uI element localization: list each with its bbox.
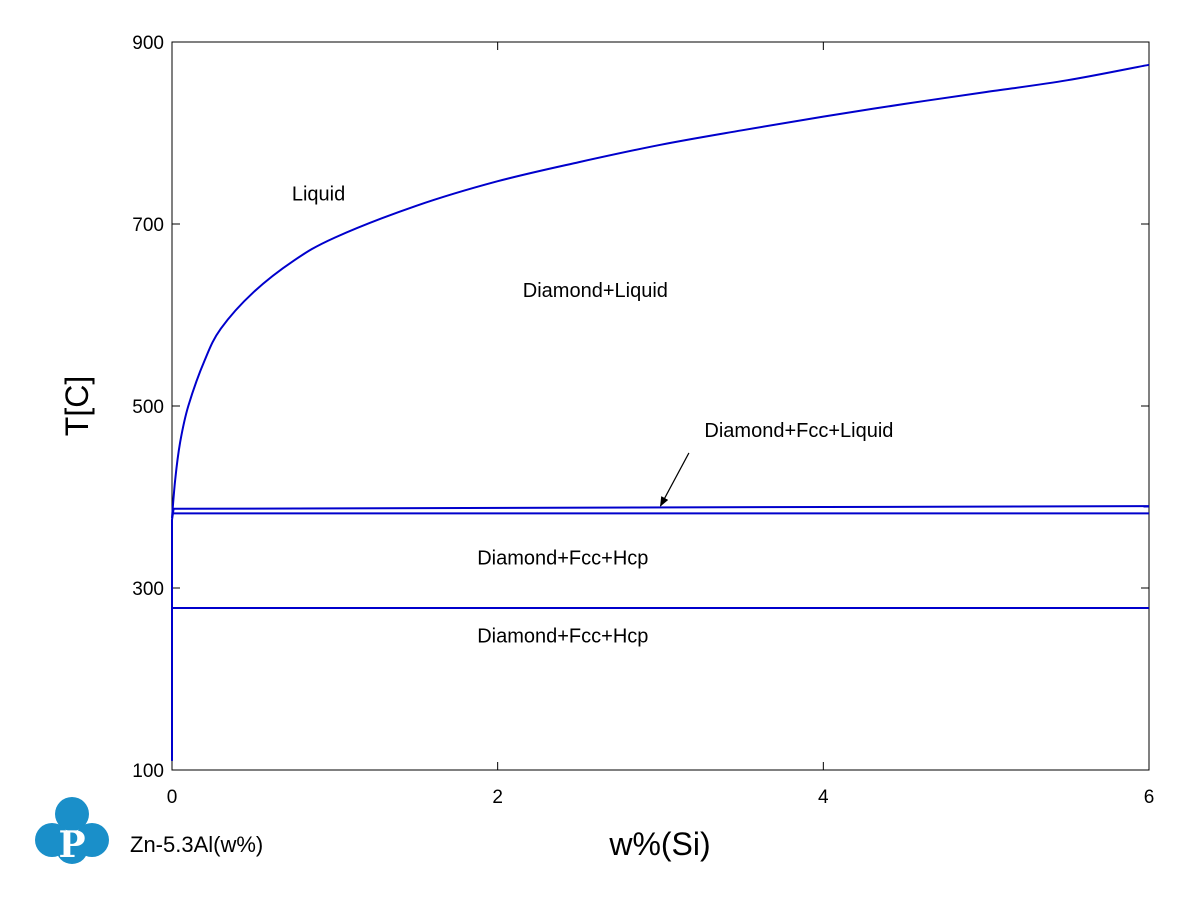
series-line-4: [171, 508, 175, 761]
region-label: Diamond+Liquid: [523, 280, 668, 302]
x-axis-title: w%(Si): [608, 826, 710, 862]
logo-letter: P: [58, 824, 85, 866]
y-tick-label: 700: [132, 215, 164, 236]
y-axis-title: T[C]: [59, 376, 95, 436]
x-tick-label: 4: [818, 787, 829, 808]
logo-icon: P: [35, 797, 109, 866]
y-tick-label: 100: [132, 761, 164, 782]
y-tick-label: 300: [132, 579, 164, 600]
annotation-arrow: [659, 452, 690, 507]
y-tick-label: 900: [132, 33, 164, 54]
region-label: Liquid: [292, 183, 345, 205]
x-tick-label: 0: [167, 787, 178, 808]
region-label: Diamond+Fcc+Hcp: [477, 626, 648, 648]
plot-frame: [171, 41, 1150, 771]
y-tick-label: 500: [132, 397, 164, 418]
x-tick-label: 2: [492, 787, 503, 808]
series-line-1: [171, 505, 1150, 510]
x-tick-label: 6: [1144, 787, 1155, 808]
phase-boundaries: [171, 63, 1150, 761]
region-label: Diamond+Fcc+Hcp: [477, 547, 648, 569]
region-labels: Liquid Diamond+Liquid Diamond+Fcc+Liquid Di…: [292, 183, 894, 647]
region-label: Diamond+Fcc+Liquid: [704, 420, 893, 442]
series-line-0: [171, 63, 1150, 518]
axis-ticks: 0 2 4 6 100 300 500 700 900: [132, 33, 1154, 808]
system-label: Zn-5.3Al(w%): [130, 832, 263, 857]
logo: P: [35, 797, 109, 866]
